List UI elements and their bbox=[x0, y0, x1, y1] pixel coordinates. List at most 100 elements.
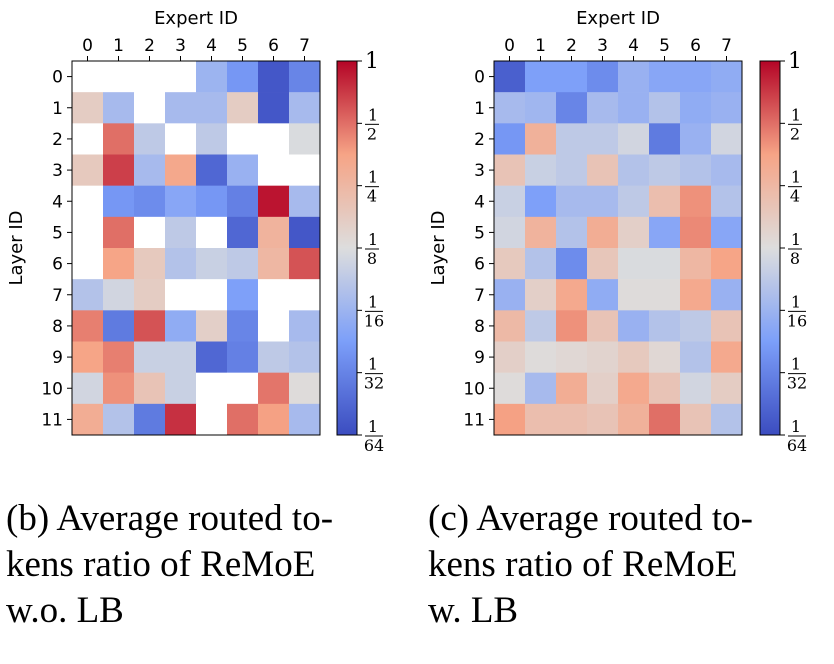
caption-c: (c) Average routed to- kens ratio of ReM… bbox=[428, 496, 828, 634]
y-tick-label-10: 10 bbox=[41, 379, 63, 399]
heatmap-cell-r1-c5 bbox=[227, 92, 259, 124]
heatmap-cell-r5-c2 bbox=[134, 216, 166, 249]
heatmap-cell-r6-c5 bbox=[227, 248, 259, 280]
heatmap-cell-r10-c1 bbox=[525, 372, 557, 405]
heatmap-cell-r4-c6 bbox=[258, 185, 290, 218]
heatmap-cell-r11-c6 bbox=[258, 403, 290, 436]
heatmap-cell-r3-c7 bbox=[711, 154, 743, 186]
heatmap-cell-r0-c1 bbox=[103, 61, 135, 93]
heatmap-cell-r11-c4 bbox=[196, 403, 228, 436]
x-tick-label-4: 4 bbox=[206, 36, 217, 56]
y-tick-label-9: 9 bbox=[474, 348, 485, 368]
heatmap-cell-r7-c1 bbox=[525, 279, 557, 311]
heatmap-cell-r3-c5 bbox=[227, 154, 259, 186]
heatmap-cell-r4-c0 bbox=[72, 185, 104, 218]
colorbar-tick-numerator-5: 1 bbox=[791, 355, 801, 374]
caption-b-line-1: (b) Average routed to- bbox=[6, 498, 334, 539]
heatmap-cell-r11-c2 bbox=[134, 403, 166, 436]
heatmap-cell-r0-c7 bbox=[289, 61, 321, 93]
heatmap-cell-r7-c5 bbox=[649, 279, 681, 311]
heatmap-cell-r3-c1 bbox=[525, 154, 557, 186]
heatmap-cell-r1-c4 bbox=[618, 92, 650, 124]
heatmap-cell-r7-c6 bbox=[258, 279, 290, 311]
heatmap-cell-r0-c3 bbox=[165, 61, 197, 93]
heatmap-cell-r1-c3 bbox=[165, 92, 197, 124]
heatmap-cell-r2-c5 bbox=[649, 123, 681, 155]
y-tick-label-6: 6 bbox=[52, 255, 63, 275]
heatmap-cell-r1-c2 bbox=[556, 92, 588, 124]
heatmap-cell-r1-c1 bbox=[525, 92, 557, 124]
heatmap-cell-r8-c0 bbox=[72, 310, 104, 342]
heatmap-cell-r4-c7 bbox=[711, 185, 743, 218]
heatmap-cell-r1-c1 bbox=[103, 92, 135, 124]
heatmap-cell-r8-c5 bbox=[649, 310, 681, 342]
heatmap-cell-r4-c5 bbox=[227, 185, 259, 218]
heatmap-cell-r8-c3 bbox=[165, 310, 197, 342]
heatmap-cell-r10-c5 bbox=[227, 372, 259, 405]
x-tick-label-6: 6 bbox=[268, 36, 279, 56]
y-tick-label-3: 3 bbox=[474, 161, 485, 181]
colorbar-tick-denominator-6: 64 bbox=[364, 436, 384, 455]
colorbar-tick-numerator-1: 1 bbox=[791, 105, 801, 124]
heatmap-cell-r0-c6 bbox=[680, 61, 712, 93]
heatmap-cell-r10-c4 bbox=[196, 372, 228, 405]
heatmap-cell-r11-c5 bbox=[227, 403, 259, 436]
heatmap-cell-r8-c4 bbox=[618, 310, 650, 342]
heatmap-cell-r7-c3 bbox=[165, 279, 197, 311]
heatmap-cell-r6-c2 bbox=[134, 248, 166, 280]
colorbar bbox=[336, 60, 358, 436]
heatmap-cell-r9-c5 bbox=[227, 341, 259, 373]
heatmap-cell-r0-c7 bbox=[711, 61, 743, 93]
y-tick-label-4: 4 bbox=[474, 192, 485, 212]
y-tick-label-11: 11 bbox=[41, 410, 63, 430]
heatmap-cell-r5-c5 bbox=[227, 216, 259, 249]
heatmap-cell-r6-c0 bbox=[72, 248, 104, 280]
heatmap-cell-r11-c3 bbox=[165, 403, 197, 436]
colorbar-tick-denominator-2: 4 bbox=[790, 187, 800, 206]
heatmap-cell-r8-c6 bbox=[680, 310, 712, 342]
colorbar-tick-denominator-3: 8 bbox=[790, 249, 800, 268]
heatmap-cell-r0-c0 bbox=[72, 61, 104, 93]
y-tick-label-5: 5 bbox=[52, 223, 63, 243]
caption-b-line-2: kens ratio of ReMoE bbox=[6, 544, 316, 585]
heatmap-cell-r11-c0 bbox=[72, 403, 104, 436]
heatmap-cell-r8-c1 bbox=[525, 310, 557, 342]
heatmap-cell-r11-c6 bbox=[680, 403, 712, 436]
x-tick-label-1: 1 bbox=[535, 36, 546, 56]
colorbar-tick-numerator-2: 1 bbox=[368, 168, 378, 187]
colorbar-tick-denominator-1: 2 bbox=[367, 124, 377, 143]
heatmap-cell-r2-c4 bbox=[618, 123, 650, 155]
heatmap-cell-r5-c4 bbox=[196, 216, 228, 249]
heatmap-cell-r4-c3 bbox=[587, 185, 619, 218]
heatmap-cell-r2-c1 bbox=[525, 123, 557, 155]
y-tick-label-2: 2 bbox=[52, 130, 63, 150]
heatmap-cell-r0-c5 bbox=[649, 61, 681, 93]
heatmap-cell-r2-c7 bbox=[711, 123, 743, 155]
heatmap-cell-r0-c2 bbox=[134, 61, 166, 93]
heatmap-cell-r8-c0 bbox=[494, 310, 526, 342]
y-tick-label-7: 7 bbox=[52, 286, 63, 306]
heatmap-cell-r6-c5 bbox=[649, 248, 681, 280]
heatmap-cell-r10-c4 bbox=[618, 372, 650, 405]
heatmap-cell-r7-c7 bbox=[711, 279, 743, 311]
heatmap-cell-r11-c7 bbox=[711, 403, 743, 436]
heatmap-cell-r7-c4 bbox=[196, 279, 228, 311]
heatmap-cell-r8-c5 bbox=[227, 310, 259, 342]
heatmap-cell-r6-c1 bbox=[525, 248, 557, 280]
heatmap-cell-r3-c3 bbox=[165, 154, 197, 186]
y-tick-label-2: 2 bbox=[474, 130, 485, 150]
heatmap-cell-r0-c4 bbox=[618, 61, 650, 93]
colorbar bbox=[759, 60, 781, 436]
heatmap-cell-r10-c2 bbox=[556, 372, 588, 405]
heatmap-cell-r2-c6 bbox=[680, 123, 712, 155]
heatmap-cell-r10-c0 bbox=[494, 372, 526, 405]
heatmap-cell-r8-c2 bbox=[134, 310, 166, 342]
x-tick-label-1: 1 bbox=[113, 36, 124, 56]
colorbar-tick-numerator-3: 1 bbox=[368, 230, 378, 249]
x-tick-label-0: 0 bbox=[504, 36, 515, 56]
caption-b-line-3: w.o. LB bbox=[6, 590, 124, 631]
heatmap-cell-r7-c3 bbox=[587, 279, 619, 311]
colorbar-tick-denominator-5: 32 bbox=[364, 374, 384, 393]
